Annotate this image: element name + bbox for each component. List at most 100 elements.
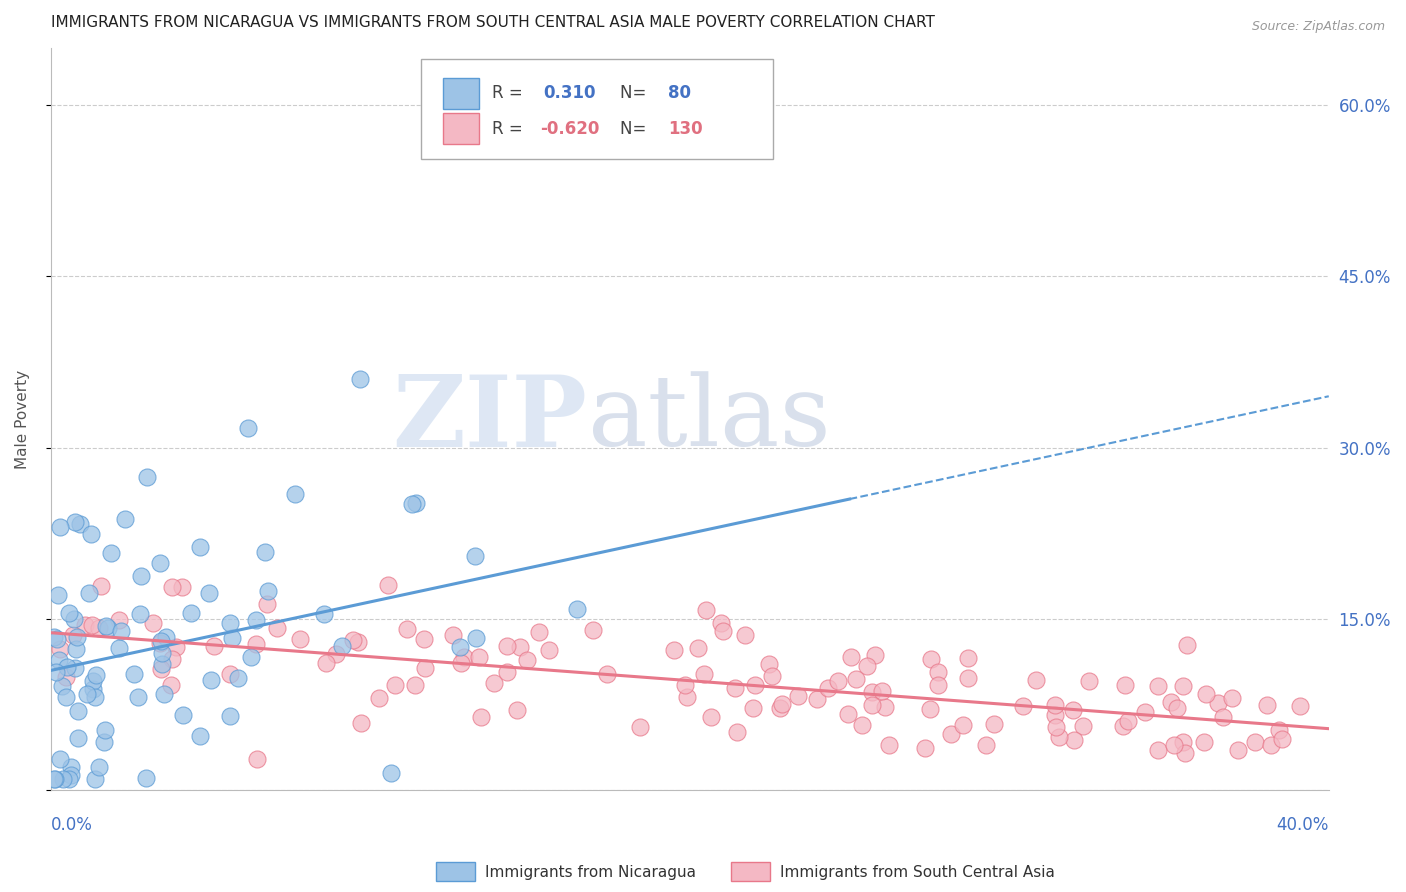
Point (240, 650, 263, 665)
Point (55, 690, 77, 704)
Point (1243, 735, 1265, 749)
Point (939, 727, 962, 741)
Point (42, 772, 65, 786)
Point (920, 702, 942, 716)
Point (83, 772, 105, 786)
Point (256, 597, 278, 611)
Point (1012, 699, 1035, 714)
Point (236, 421, 259, 435)
Point (69, 516, 91, 531)
Point (837, 706, 859, 721)
Point (93, 723, 115, 738)
Point (806, 692, 828, 706)
Point (405, 496, 427, 510)
Text: Immigrants from Nicaragua: Immigrants from Nicaragua (485, 865, 696, 880)
Point (741, 701, 763, 715)
Point (284, 487, 307, 501)
Point (44, 772, 66, 786)
Point (470, 710, 492, 724)
Point (758, 657, 780, 671)
Text: R =: R = (492, 120, 527, 137)
Point (288, 632, 311, 647)
Point (404, 678, 426, 692)
Point (673, 678, 696, 692)
Point (450, 656, 472, 670)
Point (198, 586, 221, 600)
Text: IMMIGRANTS FROM NICARAGUA VS IMMIGRANTS FROM SOUTH CENTRAL ASIA MALE POVERTY COR: IMMIGRANTS FROM NICARAGUA VS IMMIGRANTS … (51, 15, 935, 30)
Point (1116, 714, 1139, 728)
Point (1194, 687, 1216, 701)
Point (245, 637, 267, 651)
Point (506, 703, 529, 717)
Point (347, 635, 370, 649)
Point (128, 690, 150, 705)
Point (314, 607, 336, 622)
Point (65, 515, 87, 529)
Point (60, 760, 83, 774)
Point (384, 678, 406, 692)
Point (582, 623, 605, 637)
Point (48, 653, 70, 667)
Point (628, 720, 651, 734)
Point (100, 546, 122, 560)
Point (675, 690, 697, 705)
Point (45, 632, 67, 647)
Point (851, 718, 873, 732)
Point (188, 540, 211, 554)
Point (142, 616, 165, 631)
Point (1062, 703, 1084, 717)
Point (114, 512, 136, 526)
Point (82, 618, 104, 632)
Point (449, 640, 471, 654)
Point (245, 613, 267, 627)
Point (180, 607, 202, 621)
Point (153, 688, 176, 702)
Point (162, 652, 184, 666)
Point (150, 634, 173, 648)
Point (1112, 719, 1135, 733)
Point (725, 725, 748, 739)
Point (66, 731, 89, 746)
Point (1289, 699, 1312, 714)
Text: N=: N= (620, 120, 651, 137)
Point (468, 649, 491, 664)
Point (52, 772, 75, 786)
Point (76, 687, 98, 701)
Point (693, 667, 716, 681)
Point (920, 652, 942, 666)
Point (58, 606, 80, 620)
Point (710, 615, 733, 630)
Point (1043, 708, 1066, 723)
Point (49, 752, 72, 766)
Point (845, 673, 868, 687)
Point (1071, 719, 1094, 733)
Point (1173, 679, 1195, 693)
Point (219, 615, 242, 630)
Point (155, 631, 177, 645)
Point (150, 662, 173, 676)
Point (877, 738, 900, 752)
Point (325, 647, 347, 661)
Point (1206, 696, 1229, 710)
Point (46, 588, 69, 602)
Point (219, 667, 242, 681)
Point (1256, 698, 1278, 713)
Text: 0.0%: 0.0% (51, 816, 93, 834)
Point (90, 579, 112, 593)
Point (1147, 743, 1170, 757)
Point (396, 622, 419, 636)
Point (96, 619, 118, 633)
Point (1226, 743, 1249, 757)
Text: 0.310: 0.310 (543, 84, 595, 102)
Point (1025, 673, 1047, 687)
Point (744, 678, 766, 692)
Point (135, 470, 157, 484)
Point (952, 718, 974, 732)
Point (413, 661, 436, 675)
Point (1173, 735, 1195, 749)
Point (122, 667, 145, 681)
Point (219, 709, 242, 723)
Point (82, 681, 104, 696)
Point (42, 630, 65, 644)
Point (983, 717, 1005, 731)
